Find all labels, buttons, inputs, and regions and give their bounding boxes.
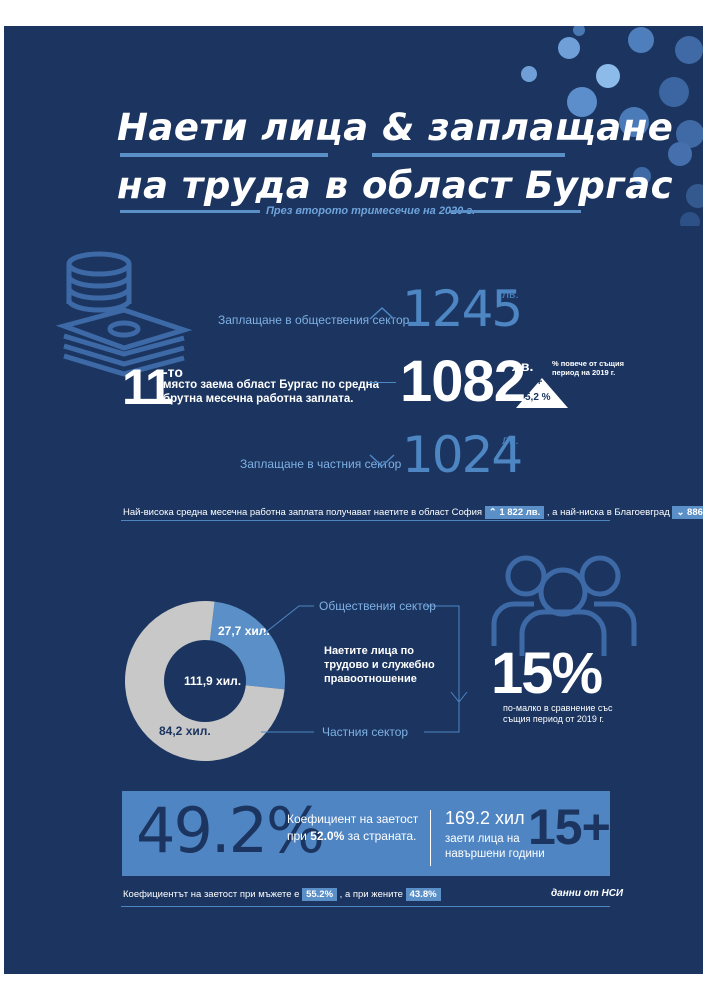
donut-total-label: 111,9 хил.	[184, 674, 242, 688]
men-rate-value: 55.2%	[302, 888, 338, 901]
rank-number: 11	[122, 359, 173, 415]
private-wage-label: Заплащане в частния сектор	[240, 457, 402, 471]
employment-change-line-2: същия период от 2019 г.	[503, 714, 605, 724]
chevron-down-icon	[369, 454, 395, 468]
rank-suffix: -то	[163, 364, 183, 380]
rank-text-line-1: място заема област Бургас по средна	[163, 379, 380, 391]
employment-rate-label-line-2: при 52.0% за страната.	[287, 828, 418, 845]
rank-text-line-2: брутна месечна работна заплата.	[163, 393, 354, 405]
employment-change-line-1: по-малко в сравнение със	[503, 703, 613, 713]
infographic-poster: Наети лица & заплащане на труда в област…	[4, 26, 703, 974]
people-group-icon	[491, 555, 637, 656]
subtitle-rule-right	[450, 210, 581, 213]
sofia-wage-chip: ⌃ 1 822 лв.	[484, 506, 545, 519]
employment-change-note: по-малко в сравнение със същия период от…	[503, 703, 613, 725]
employment-description-line-2: трудово и служебно	[324, 659, 435, 671]
employment-rate-band	[122, 791, 610, 876]
page-title-line-2: на труда в област Бургас	[117, 164, 674, 207]
data-source-note: данни от НСИ	[551, 888, 624, 899]
donut-connector-lines	[260, 605, 468, 733]
chevron-up-icon	[369, 306, 395, 320]
employment-donut-chart	[125, 601, 285, 761]
private-sector-label: Частния сектор	[322, 725, 409, 739]
gender-rate-note: Коефициентът на заетост при мъжете е 55.…	[123, 888, 441, 901]
donut-private-value: 84,2 хил.	[159, 724, 211, 738]
page-title-line-1: Наети лица & заплащане	[117, 106, 674, 149]
rank-connector-line	[368, 382, 396, 383]
blagoevgrad-wage-value: 886 лв.	[687, 507, 703, 518]
subtitle-rule-left	[120, 210, 260, 213]
private-wage-value: 1024	[402, 426, 523, 484]
extremes-prefix: Най-висока средна месечна работна заплат…	[123, 507, 483, 518]
rate-suffix: за страната.	[347, 829, 417, 843]
employment-rate-label-line-1: Коефициент на заетост	[287, 812, 419, 826]
rate-prefix: при	[287, 829, 307, 843]
employed-persons-value: 169.2 хил	[445, 808, 525, 828]
gender-prefix: Коефициентът на заетост при мъжете е	[123, 889, 300, 900]
average-wage-unit: лв.	[512, 358, 534, 374]
title-underline-left	[120, 153, 328, 157]
blagoevgrad-wage-chip: ⌄ 886 лв.	[672, 506, 703, 519]
employment-rate-value: 49.2%	[136, 794, 325, 867]
extremes-middle: , а най-ниска в Благоевград	[546, 507, 670, 518]
employed-persons-line-2: навършени години	[445, 848, 545, 860]
public-sector-label: Обществения сектор	[319, 599, 436, 613]
employment-change-value: 15%	[491, 641, 603, 706]
growth-note-line-2: период на 2019 г.	[552, 368, 616, 377]
sofia-wage-value: 1 822 лв.	[499, 507, 541, 518]
dot-pattern-decoration	[521, 26, 703, 226]
employed-persons-line-1: заети лица на	[445, 833, 520, 845]
money-stack-icon	[55, 251, 193, 377]
growth-sign: +	[536, 376, 543, 388]
title-underline-right	[372, 153, 565, 157]
band-divider	[430, 810, 431, 866]
page-subtitle: През второто тримесечие на 2020 г.	[266, 205, 476, 217]
footer-divider	[121, 906, 610, 907]
average-wage-value: 1082	[400, 349, 526, 414]
employment-description-line-1: Наетите лица по	[324, 645, 414, 657]
growth-triangle-icon	[516, 378, 568, 408]
wage-extremes-note: Най-висока средна месечна работна заплат…	[123, 506, 703, 519]
employment-description: Наетите лица по трудово и служебно право…	[324, 644, 435, 686]
private-wage-unit: лв.	[502, 433, 519, 447]
growth-note-line-1: % повече от същия	[552, 359, 624, 368]
women-rate-value: 43.8%	[405, 888, 441, 901]
public-wage-label: Заплащане в обществения сектор	[218, 313, 410, 327]
growth-value: 5,2 %	[525, 392, 551, 403]
country-rate-value: 52.0%	[310, 829, 345, 843]
donut-public-value: 27,7 хил.	[218, 624, 270, 638]
section-divider	[121, 520, 610, 521]
public-wage-value: 1245	[402, 280, 523, 338]
employed-persons-note: заети лица на навършени години	[445, 832, 545, 862]
employment-rate-label: Коефициент на заетост при 52.0% за стран…	[287, 811, 418, 845]
public-wage-unit: лв.	[502, 287, 519, 301]
age-threshold-value: 15+	[528, 799, 611, 855]
employment-description-line-3: правоотношение	[324, 673, 417, 685]
gender-middle: , а при жените	[339, 889, 403, 900]
